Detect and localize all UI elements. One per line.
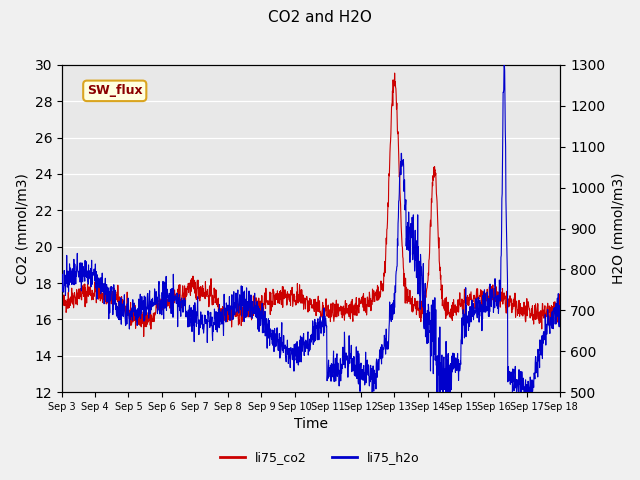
X-axis label: Time: Time [294,418,328,432]
Y-axis label: H2O (mmol/m3): H2O (mmol/m3) [611,173,625,284]
Text: SW_flux: SW_flux [87,84,143,97]
Y-axis label: CO2 (mmol/m3): CO2 (mmol/m3) [15,173,29,284]
Text: CO2 and H2O: CO2 and H2O [268,10,372,24]
Legend: li75_co2, li75_h2o: li75_co2, li75_h2o [215,446,425,469]
